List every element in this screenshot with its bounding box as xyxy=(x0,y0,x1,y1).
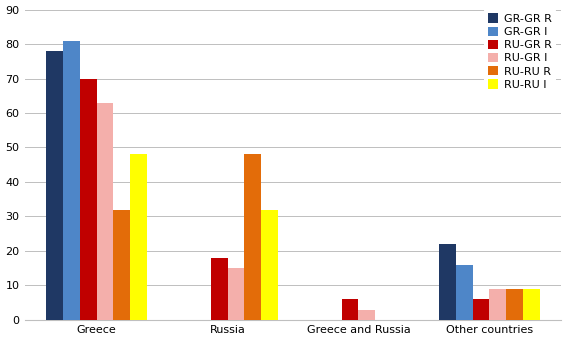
Bar xyxy=(244,154,261,320)
Bar xyxy=(523,289,540,320)
Bar xyxy=(130,154,147,320)
Bar xyxy=(439,244,456,320)
Bar xyxy=(211,258,227,320)
Bar xyxy=(506,289,523,320)
Bar xyxy=(63,41,80,320)
Bar xyxy=(113,210,130,320)
Bar xyxy=(342,299,358,320)
Bar xyxy=(473,299,489,320)
Bar xyxy=(46,51,63,320)
Bar xyxy=(96,103,113,320)
Bar xyxy=(80,78,96,320)
Bar xyxy=(227,268,244,320)
Legend: GR-GR R, GR-GR I, RU-GR R, RU-GR I, RU-RU R, RU-RU I: GR-GR R, GR-GR I, RU-GR R, RU-GR I, RU-R… xyxy=(484,9,556,94)
Bar xyxy=(358,310,375,320)
Bar xyxy=(261,210,278,320)
Bar xyxy=(489,289,506,320)
Bar xyxy=(456,265,473,320)
